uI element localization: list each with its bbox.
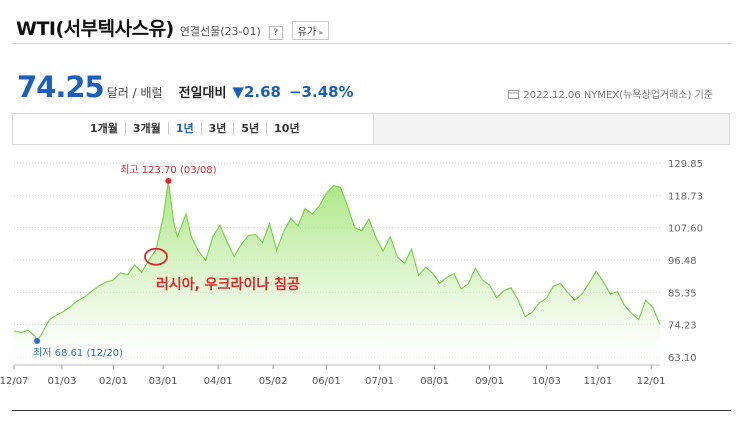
tab-10y[interactable]: 10년	[266, 122, 306, 135]
oil-price-button-label: 유가	[297, 27, 317, 38]
price-change-percent: −3.48%	[288, 83, 354, 101]
quote-row: 74.25 달러 / 배럴 전일대비 ▼2.68 −3.48%	[17, 70, 354, 104]
max-marker	[165, 177, 172, 184]
tab-3m[interactable]: 3개월	[124, 122, 168, 135]
y-tick-label: 107.60	[668, 224, 703, 235]
x-tick-label: 08/01	[420, 376, 449, 387]
current-price: 74.25	[17, 70, 105, 104]
price-change: ▼2.68	[232, 83, 281, 101]
calendar-icon	[508, 89, 520, 99]
help-icon[interactable]: ?	[268, 26, 283, 40]
period-tabs: 1개월 3개월 1년 3년 5년 10년	[83, 122, 307, 135]
x-tick-label: 07/01	[365, 376, 394, 387]
x-tick-label: 11/01	[583, 376, 612, 387]
min-marker	[34, 337, 41, 344]
contract-subtitle: 연결선물(23-01)	[179, 25, 261, 38]
annotation-circle	[144, 247, 168, 266]
period-tabs-panel: 1개월 3개월 1년 3년 5년 10년	[13, 114, 374, 144]
tab-5y[interactable]: 5년	[233, 122, 266, 135]
x-tick-label: 04/01	[204, 376, 233, 387]
x-tick-label: 09/01	[475, 376, 504, 387]
min-label: 최저 68.61 (12/20)	[33, 347, 123, 359]
x-tick-label: 02/01	[99, 376, 128, 387]
tab-1m[interactable]: 1개월	[90, 122, 118, 135]
as-of-text: 2022.12.06 NYMEX(뉴욕상업거래소) 기준	[523, 90, 713, 101]
annotation-text: 러시아, 우크라이나 침공	[156, 276, 300, 293]
max-label: 최고 123.70 (03/08)	[120, 164, 216, 176]
header-divider	[12, 43, 731, 44]
compare-label: 전일대비	[178, 86, 227, 101]
price-change-value: 2.68	[243, 83, 281, 101]
header: WTI(서부텍사스유) 연결선물(23-01) ? 유가 ▸	[16, 14, 330, 41]
oil-price-button[interactable]: 유가 ▸	[291, 21, 330, 40]
y-tick-label: 129.85	[668, 159, 703, 170]
y-tick-label: 63.10	[668, 353, 697, 364]
x-tick-label: 12/07	[0, 376, 28, 387]
x-tick-label: 01/03	[48, 376, 77, 387]
price-area	[14, 180, 660, 357]
x-tick-label: 06/01	[312, 376, 341, 387]
as-of-info: 2022.12.06 NYMEX(뉴욕상업거래소) 기준	[508, 86, 713, 101]
x-tick-label: 12/01	[637, 376, 666, 387]
price-line	[13, 180, 661, 343]
y-tick-label: 96.48	[668, 256, 697, 267]
tab-3y[interactable]: 3년	[200, 122, 234, 135]
y-tick-label: 85.35	[668, 288, 697, 299]
y-tick-label: 118.73	[668, 191, 703, 202]
period-tabs-bar: 1개월 3개월 1년 3년 5년 10년	[12, 113, 730, 145]
tab-1y[interactable]: 1년	[167, 122, 201, 135]
down-triangle-icon: ▼	[232, 83, 244, 101]
price-unit: 달러 / 배럴	[106, 86, 163, 100]
page-title: WTI(서부텍사스유)	[16, 18, 174, 40]
x-tick-label: 05/02	[259, 376, 288, 387]
footer-divider	[12, 410, 731, 411]
x-tick-label: 10/03	[532, 376, 561, 387]
x-tick-label: 03/01	[149, 376, 178, 387]
chevron-right-icon: ▸	[319, 28, 324, 37]
y-tick-label: 74.23	[668, 321, 697, 332]
